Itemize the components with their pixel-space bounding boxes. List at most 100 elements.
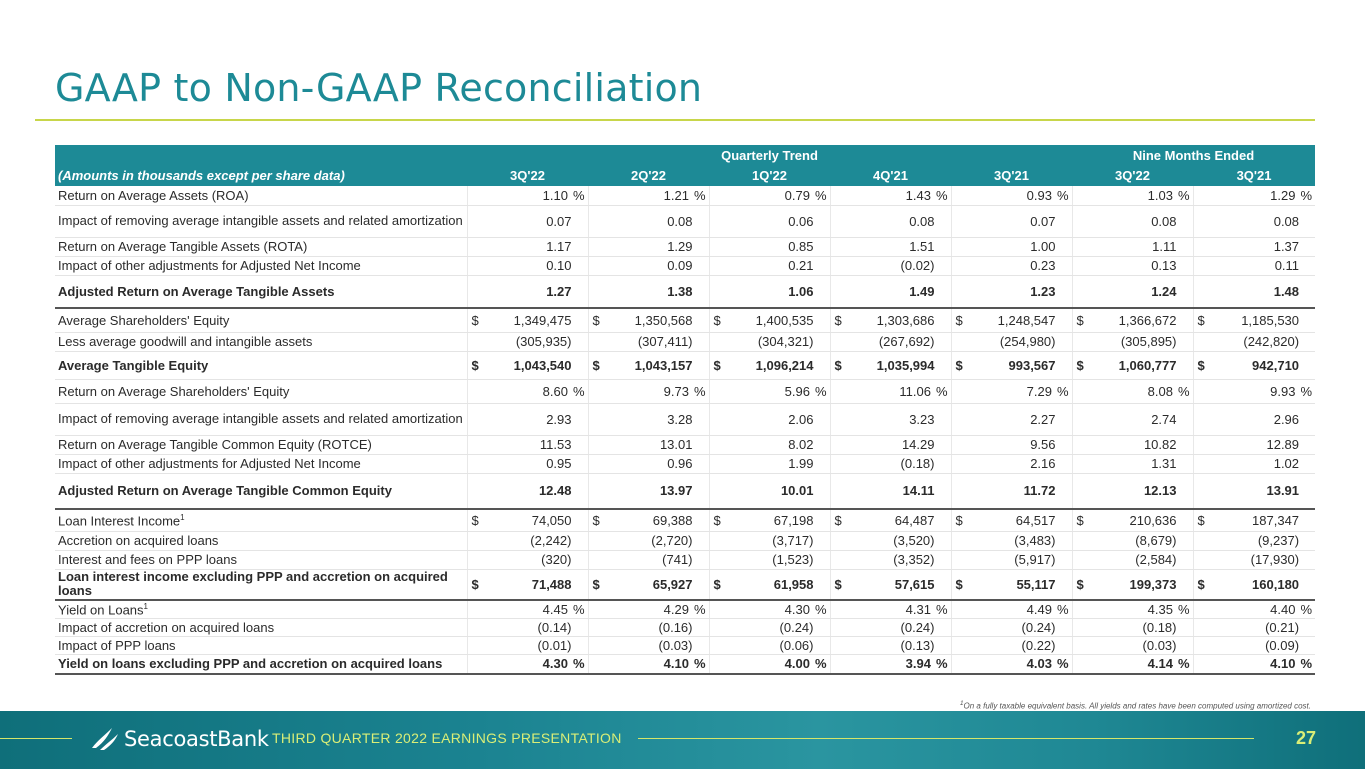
currency-cell: [708, 403, 729, 436]
column-header: 3Q'21: [1193, 165, 1316, 186]
value-text: 0.08: [909, 213, 935, 229]
currency-cell: [829, 473, 850, 510]
currency-cell: [1192, 435, 1213, 455]
percent-sign: %: [1056, 656, 1069, 672]
value-cell: 1.27: [487, 275, 588, 309]
value-cell: 55,117: [971, 569, 1072, 601]
value-text: 13.91: [1266, 483, 1300, 499]
currency-cell: [587, 256, 608, 276]
percent-sign: %: [935, 656, 948, 672]
value-text: 1,043,540: [513, 357, 572, 373]
percent-sign: %: [1177, 656, 1190, 672]
value-cell: 1,350,568: [608, 308, 709, 333]
value-text: (320): [541, 552, 572, 567]
table-row: Impact of removing average intangible as…: [55, 403, 1316, 436]
currency-cell: [587, 379, 608, 404]
row-label: Yield on Loans1: [55, 600, 467, 619]
currency-cell: [1071, 473, 1092, 510]
currency-cell: [587, 186, 608, 206]
currency-cell: [829, 531, 850, 551]
currency-cell: $: [950, 308, 971, 333]
value-text: 65,927: [652, 576, 693, 592]
currency-cell: [466, 636, 487, 655]
value-cell: 2.74: [1092, 403, 1193, 436]
currency-cell: [1071, 256, 1092, 276]
value-text: 0.11: [1274, 258, 1300, 273]
currency-cell: [950, 618, 971, 637]
percent-sign: %: [1177, 187, 1190, 203]
value-text: 1,350,568: [634, 312, 693, 328]
row-label: Return on Average Tangible Assets (ROTA): [55, 237, 467, 257]
currency-cell: [587, 435, 608, 455]
currency-cell: [1071, 618, 1092, 637]
value-cell: (305,935): [487, 332, 588, 352]
percent-sign: %: [814, 383, 827, 399]
row-label: Return on Average Tangible Common Equity…: [55, 435, 467, 455]
value-cell: 0.10: [487, 256, 588, 276]
value-cell: 11.53: [487, 435, 588, 455]
value-text: (0.24): [900, 619, 935, 635]
currency-cell: $: [950, 351, 971, 380]
table-row: Average Tangible Equity $1,043,540 $1,043,…: [55, 351, 1316, 380]
value-text: (2,584): [1135, 552, 1177, 567]
value-cell: 4.49%: [971, 600, 1072, 619]
currency-cell: [708, 205, 729, 238]
value-text: (0.13): [900, 637, 935, 653]
value-text: 7.29: [1026, 383, 1052, 399]
value-text: 12.89: [1266, 437, 1300, 452]
value-text: 4.40: [1270, 601, 1296, 617]
currency-cell: [1071, 636, 1092, 655]
value-text: 210,636: [1129, 512, 1177, 528]
value-text: 1,035,994: [876, 357, 935, 373]
value-text: 13.01: [659, 437, 693, 452]
table-row: Return on Average Tangible Assets (ROTA)…: [55, 237, 1316, 257]
value-cell: 1.06: [729, 275, 830, 309]
value-cell: 1,043,157: [608, 351, 709, 380]
currency-cell: [1192, 618, 1213, 637]
value-text: 1.11: [1152, 239, 1177, 254]
value-cell: 1.21%: [608, 186, 709, 206]
value-text: 1.38: [667, 283, 693, 299]
currency-cell: [829, 435, 850, 455]
value-text: 0.85: [788, 239, 814, 254]
value-cell: 0.23: [971, 256, 1072, 276]
value-cell: 8.60%: [487, 379, 588, 404]
value-cell: 0.08: [608, 205, 709, 238]
currency-cell: [466, 186, 487, 206]
value-cell: 993,567: [971, 351, 1072, 380]
value-cell: 3.94%: [850, 654, 951, 675]
value-text: (305,935): [515, 334, 572, 349]
value-text: 64,517: [1015, 512, 1056, 528]
value-cell: 1.23: [971, 275, 1072, 309]
value-text: (254,980): [999, 334, 1056, 349]
value-text: (0.18): [1142, 619, 1177, 635]
presentation-title: THIRD QUARTER 2022 EARNINGS PRESENTATION: [272, 730, 622, 746]
currency-cell: [466, 473, 487, 510]
row-label: Impact of accretion on acquired loans: [55, 618, 467, 637]
row-label-text: Yield on Loans: [58, 601, 144, 617]
value-text: 4.00: [784, 656, 810, 672]
row-label-text: Impact of other adjustments for Adjusted…: [58, 258, 361, 273]
value-text: 2.06: [788, 411, 814, 427]
currency-cell: [708, 454, 729, 474]
currency-cell: [1071, 550, 1092, 570]
currency-cell: $: [1192, 509, 1213, 532]
currency-cell: [1071, 205, 1092, 238]
currency-cell: [1192, 654, 1213, 675]
value-text: (3,520): [893, 533, 935, 548]
currency-cell: [1071, 654, 1092, 675]
percent-sign: %: [693, 656, 706, 672]
value-text: 1,096,214: [755, 357, 814, 373]
currency-cell: [950, 531, 971, 551]
value-text: (305,895): [1120, 334, 1177, 349]
currency-cell: $: [950, 509, 971, 532]
column-header: 1Q'22: [709, 165, 830, 186]
value-cell: (0.09): [1213, 636, 1316, 655]
value-cell: 0.06: [729, 205, 830, 238]
column-header: 4Q'21: [830, 165, 951, 186]
value-text: 3.94: [905, 656, 931, 672]
value-cell: 3.23: [850, 403, 951, 436]
currency-cell: [829, 636, 850, 655]
currency-cell: [587, 237, 608, 257]
value-cell: 2.96: [1213, 403, 1316, 436]
